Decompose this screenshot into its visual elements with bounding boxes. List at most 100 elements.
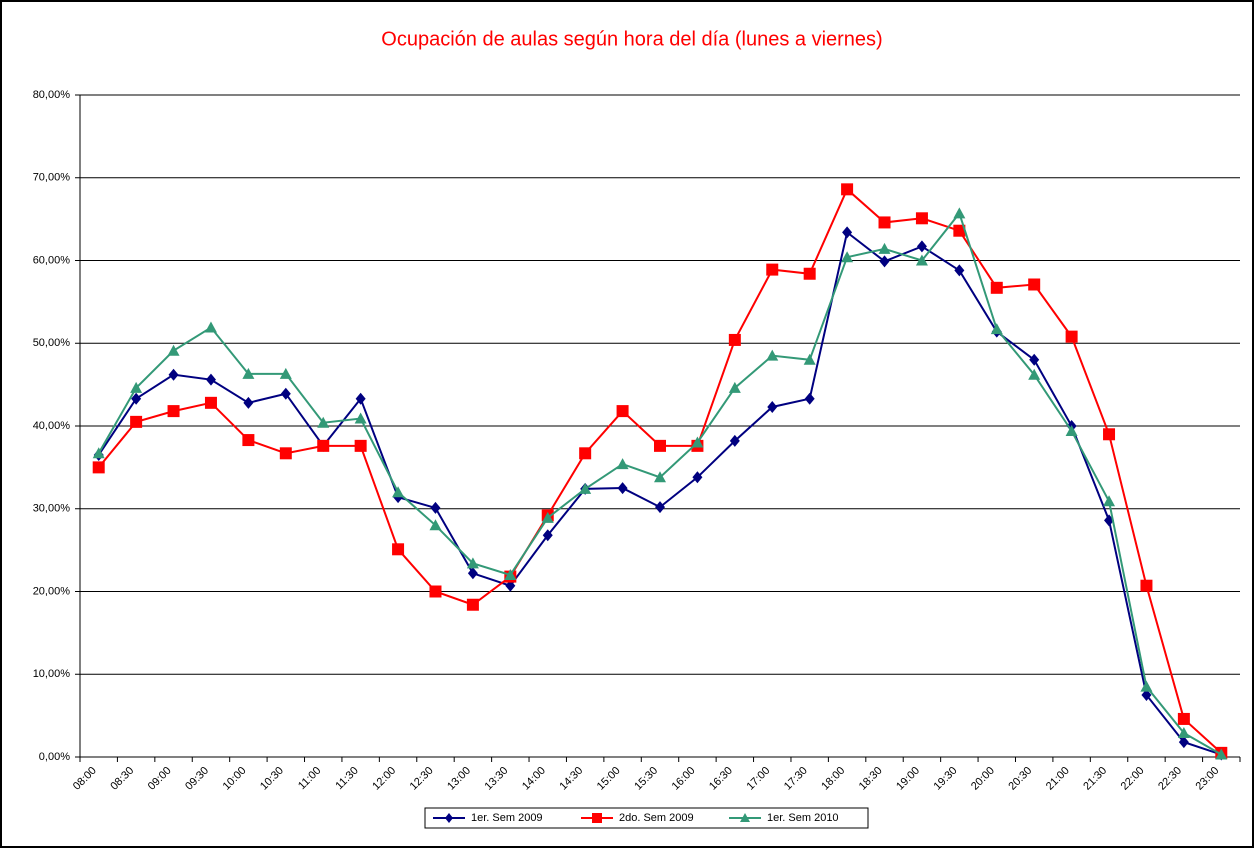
point [916, 240, 927, 253]
point [990, 323, 1003, 335]
point [579, 482, 592, 494]
point [430, 501, 441, 514]
point [392, 543, 405, 556]
y-tick-label: 70,00% [33, 172, 71, 184]
point [1029, 353, 1040, 366]
legend-marker [592, 813, 602, 823]
y-tick-label: 30,00% [33, 503, 71, 515]
point [1215, 748, 1228, 760]
y-tick-label: 80,00% [33, 89, 71, 101]
point [130, 381, 143, 393]
y-tick-label: 50,00% [33, 337, 71, 349]
point [1140, 579, 1153, 592]
point [242, 434, 255, 447]
point [990, 281, 1003, 294]
point [541, 511, 554, 523]
point [579, 447, 592, 460]
point [1178, 736, 1189, 749]
point [953, 207, 966, 219]
point [1177, 727, 1190, 739]
point [1177, 712, 1190, 725]
point [654, 439, 666, 452]
point [953, 224, 966, 237]
point [466, 557, 479, 569]
point [879, 255, 890, 268]
point [429, 585, 442, 598]
point [1028, 278, 1041, 291]
point [728, 333, 741, 346]
point [954, 264, 965, 277]
point [392, 486, 405, 498]
point [317, 416, 330, 428]
point [1140, 680, 1153, 692]
point [841, 251, 854, 263]
point [728, 381, 741, 393]
point [317, 439, 330, 452]
point [354, 439, 367, 452]
point [279, 367, 292, 379]
point [167, 344, 180, 356]
point [542, 529, 553, 542]
point [466, 598, 479, 611]
point [92, 447, 105, 459]
point [504, 568, 517, 580]
point [729, 434, 740, 447]
point [204, 321, 217, 333]
point [1103, 428, 1116, 441]
legend-label: 1er. Sem 2010 [767, 812, 839, 824]
legend-marker [445, 813, 453, 823]
point [616, 405, 629, 418]
legend-label: 2do. Sem 2009 [619, 812, 694, 824]
point [915, 212, 928, 225]
y-tick-label: 20,00% [33, 585, 71, 597]
point [803, 353, 816, 365]
point [429, 519, 442, 531]
point [130, 415, 143, 428]
point [691, 436, 704, 448]
point [878, 216, 891, 229]
point [1065, 424, 1078, 436]
point [1103, 495, 1116, 507]
point [616, 458, 629, 470]
point [617, 482, 628, 495]
point [1141, 688, 1152, 701]
point [279, 447, 292, 460]
point [242, 367, 255, 379]
point [841, 183, 854, 196]
point [92, 461, 105, 474]
point [654, 471, 666, 483]
legend-label: 1er. Sem 2009 [471, 812, 543, 824]
y-tick-label: 0,00% [39, 751, 70, 763]
point [803, 267, 816, 280]
point [280, 387, 291, 400]
chart-title: Ocupación de aulas según hora del día (l… [381, 28, 882, 50]
point [168, 368, 179, 381]
point [354, 412, 367, 424]
point [204, 396, 217, 409]
point [842, 226, 853, 239]
point [766, 263, 779, 276]
point [1065, 330, 1078, 343]
point [131, 392, 142, 405]
y-tick-label: 40,00% [33, 420, 71, 432]
point [766, 349, 779, 361]
y-tick-label: 10,00% [33, 668, 71, 680]
legend-marker [740, 813, 750, 822]
legend: 1er. Sem 2009 2do. Sem 2009 1er. Sem 2010 [424, 807, 869, 829]
point [167, 405, 180, 418]
point [767, 400, 778, 413]
point [692, 471, 703, 484]
point [655, 501, 665, 514]
point [467, 567, 478, 580]
point [804, 392, 815, 405]
point [243, 396, 254, 409]
point [878, 242, 891, 254]
point [1028, 368, 1041, 380]
legend-box [424, 807, 869, 829]
point [505, 579, 516, 592]
point [205, 373, 216, 386]
point [915, 254, 928, 266]
